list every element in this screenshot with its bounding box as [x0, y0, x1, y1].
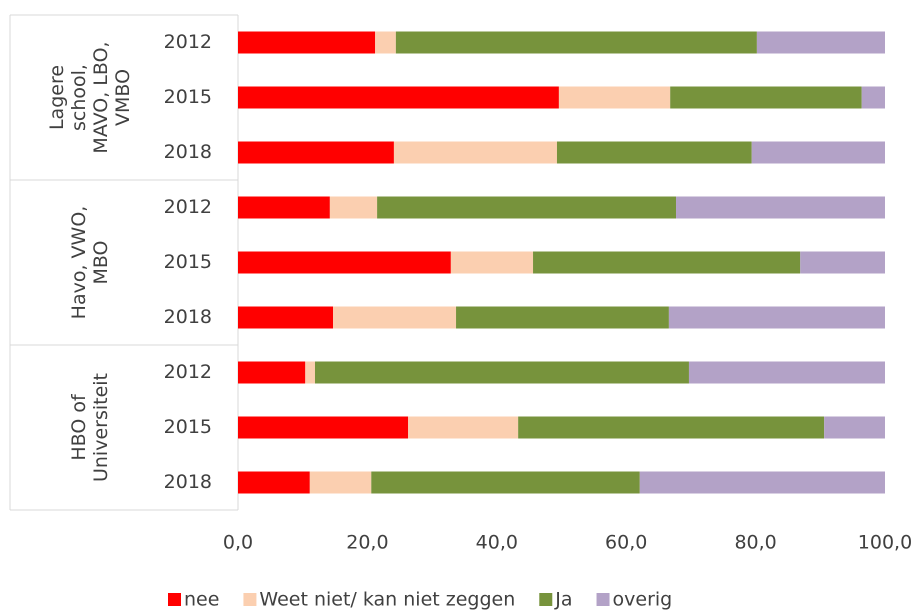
y-tick-label: 2012 — [164, 196, 212, 218]
bar-segment — [309, 471, 372, 494]
bar-segment — [329, 196, 378, 219]
bar-segment — [861, 86, 885, 109]
bar-segment — [238, 361, 306, 384]
legend-swatch — [596, 593, 610, 606]
bar-segment — [375, 31, 396, 54]
bar-segment — [305, 361, 315, 384]
legend-swatch — [539, 593, 553, 606]
bar-segment — [450, 251, 534, 274]
bar-segment — [456, 306, 669, 329]
bar-segment — [238, 416, 409, 439]
y-tick-label: 2012 — [164, 361, 212, 383]
bar-segment — [238, 31, 376, 54]
group-label-line: Universiteit — [90, 373, 112, 482]
bar-segment — [333, 306, 457, 329]
x-tick-label: 20,0 — [346, 532, 388, 554]
bar-segment — [556, 141, 752, 164]
group-label-line: MBO — [90, 240, 112, 284]
bar-segment — [408, 416, 519, 439]
bar-segment — [518, 416, 825, 439]
bar-segment — [688, 361, 885, 384]
x-tick-label: 100,0 — [858, 532, 912, 554]
legend-swatch — [243, 593, 257, 606]
x-tick-label: 80,0 — [734, 532, 776, 554]
y-tick-label: 2018 — [164, 471, 212, 493]
y-tick-label: 2012 — [164, 31, 212, 53]
y-tick-label: 2015 — [164, 416, 212, 438]
bar-segment — [670, 86, 862, 109]
group-label: HBO ofUniversiteit — [68, 373, 112, 482]
bar-segment — [639, 471, 885, 494]
bar-segment — [238, 471, 310, 494]
y-tick-label: 2018 — [164, 141, 212, 163]
group-label: Lagereschool,MAVO, LBO,VMBO — [46, 41, 134, 153]
bar-segment — [751, 141, 885, 164]
group-label-line: HBO of — [68, 393, 90, 461]
group-label: Havo, VWO,MBO — [68, 206, 112, 320]
x-tick-label: 0,0 — [223, 532, 253, 554]
x-tick-label: 60,0 — [605, 532, 647, 554]
bar-segment — [238, 86, 559, 109]
legend-label: nee — [184, 589, 219, 611]
legend-swatch — [168, 593, 181, 606]
bar-segment — [756, 31, 885, 54]
y-tick-label: 2015 — [164, 251, 212, 273]
bar-segment — [824, 416, 885, 439]
group-label-line: Havo, VWO, — [68, 206, 90, 320]
group-label-line: Lagere — [46, 65, 68, 130]
bar-segment — [238, 251, 451, 274]
bar-segment — [676, 196, 885, 219]
bar-segment — [558, 86, 671, 109]
bar-segment — [668, 306, 885, 329]
legend-label: overig — [613, 589, 673, 611]
bar-segment — [314, 361, 689, 384]
bar-segment — [395, 31, 757, 54]
x-tick-label: 40,0 — [476, 532, 518, 554]
legend-label: Ja — [554, 589, 572, 611]
group-label-line: school, — [68, 64, 90, 131]
bar-segment — [393, 141, 557, 164]
legend-label: Weet niet/ kan niet zeggen — [259, 589, 515, 611]
y-tick-label: 2015 — [164, 86, 212, 108]
group-label-line: MAVO, LBO, — [90, 41, 112, 153]
bar-segment — [371, 471, 640, 494]
bar-segment — [238, 306, 334, 329]
y-tick-label: 2018 — [164, 306, 212, 328]
bar-segment — [238, 141, 394, 164]
bar-segment — [238, 196, 330, 219]
bar-segment — [533, 251, 801, 274]
group-label-line: VMBO — [112, 69, 134, 126]
bar-segment — [800, 251, 885, 274]
bar-segment — [377, 196, 677, 219]
